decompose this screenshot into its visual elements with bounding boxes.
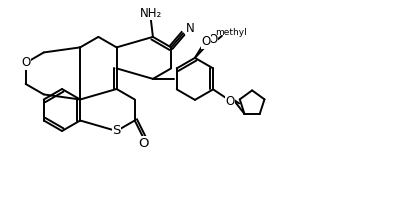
Text: O: O — [208, 33, 217, 46]
Text: NH₂: NH₂ — [140, 7, 162, 20]
Text: O: O — [201, 35, 211, 48]
Text: O: O — [21, 56, 30, 69]
Text: O: O — [138, 137, 149, 150]
Text: N: N — [186, 22, 194, 35]
Text: S: S — [112, 125, 121, 137]
Text: O: O — [225, 95, 235, 108]
Text: methyl: methyl — [215, 28, 247, 37]
